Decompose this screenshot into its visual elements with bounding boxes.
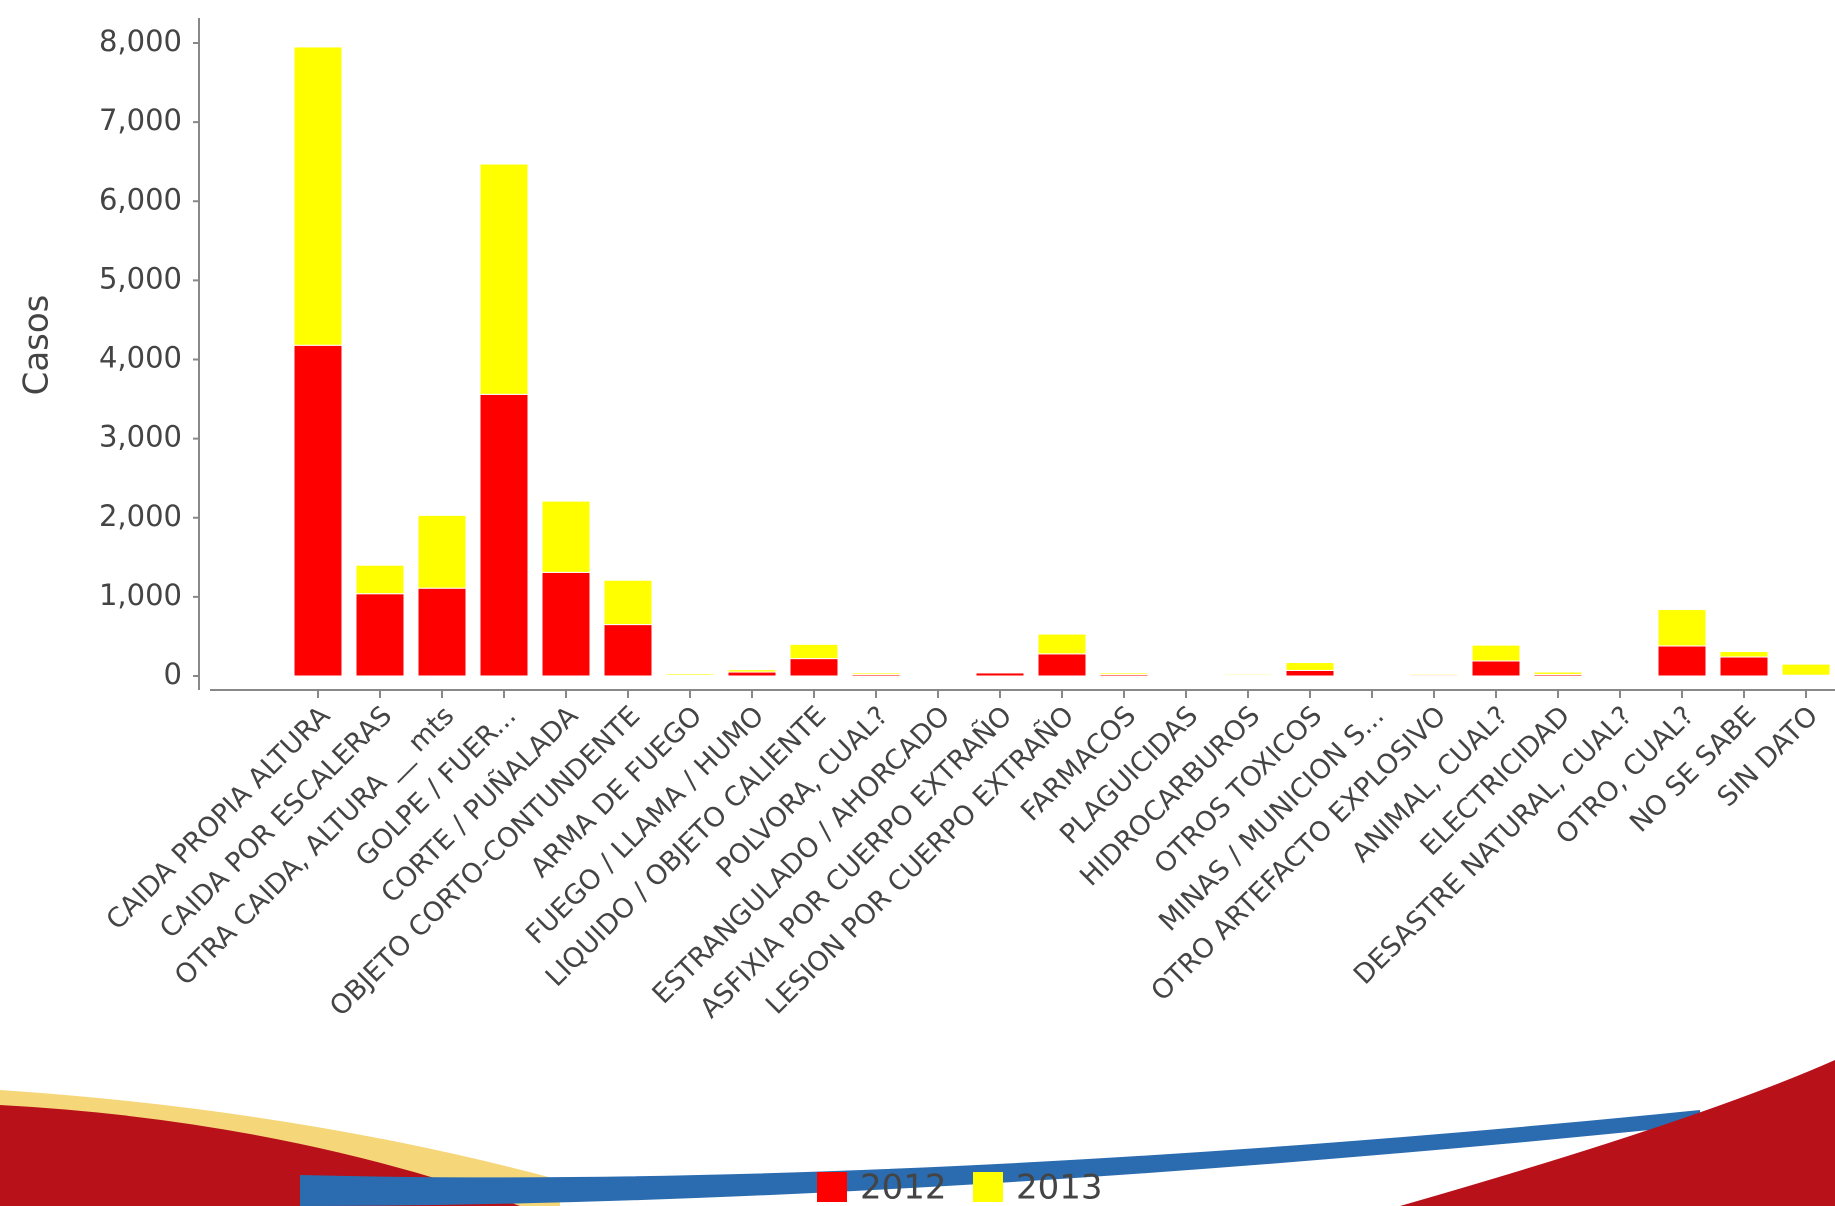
decor-blue [300,1110,1700,1206]
bar-segment [1471,660,1521,677]
bar-segment [1719,650,1769,658]
bar-segment [789,658,839,677]
y-tick-label: 5,000 [99,261,182,295]
y-axis-title: Casos [17,295,57,396]
y-tick-label: 0 [164,657,182,691]
y-tick-label: 3,000 [99,420,182,454]
legend: 2012 2013 [817,1168,1103,1206]
bar-segment [293,46,343,346]
bar-segment [541,571,591,677]
bar-segment [603,624,653,677]
y-tick-label: 8,000 [99,24,182,58]
bar-segment [417,587,467,677]
bar-segment [355,593,405,677]
bar-segment [1099,672,1149,675]
bar-segment [1223,673,1273,676]
bar-segment [479,163,529,395]
bar-segment [541,500,591,573]
decor-red-right [1400,1060,1835,1206]
bar-segment [1285,669,1335,677]
bar-segment [1657,609,1707,647]
bar-segment [1781,663,1831,676]
bar-segment [1037,633,1087,655]
y-tick-label: 1,000 [99,578,182,612]
bar-segment [665,673,715,676]
y-tick-label: 4,000 [99,341,182,375]
bar-segment [727,669,777,673]
bar-segment [1533,671,1583,675]
bar-segment [1719,656,1769,677]
bar-segment [1409,673,1459,676]
legend-swatch [973,1172,1003,1202]
bar-segment [1037,653,1087,677]
bar-segment [479,393,529,677]
legend-swatch [817,1172,847,1202]
legend-label: 2013 [1016,1168,1103,1206]
y-tick-label: 2,000 [99,499,182,533]
bar-segment [355,564,405,595]
bar-segment [727,671,777,677]
bar-segment [851,672,901,675]
x-tick-label: CAIDA POR ESCALERAS [154,700,398,944]
bar-segment [1471,644,1521,662]
y-tick-label: 6,000 [99,182,182,216]
bar-segment [1285,662,1335,671]
legend-label: 2012 [860,1168,947,1206]
bar-segment [417,514,467,589]
bar-segment [603,579,653,626]
bar-segment [789,643,839,660]
y-tick-label: 7,000 [99,103,182,137]
bar-segment [293,344,343,677]
bar-segment [1595,673,1645,676]
bar-segment [975,671,1025,674]
bar-segment [1161,673,1211,676]
bar-segment [1657,645,1707,677]
